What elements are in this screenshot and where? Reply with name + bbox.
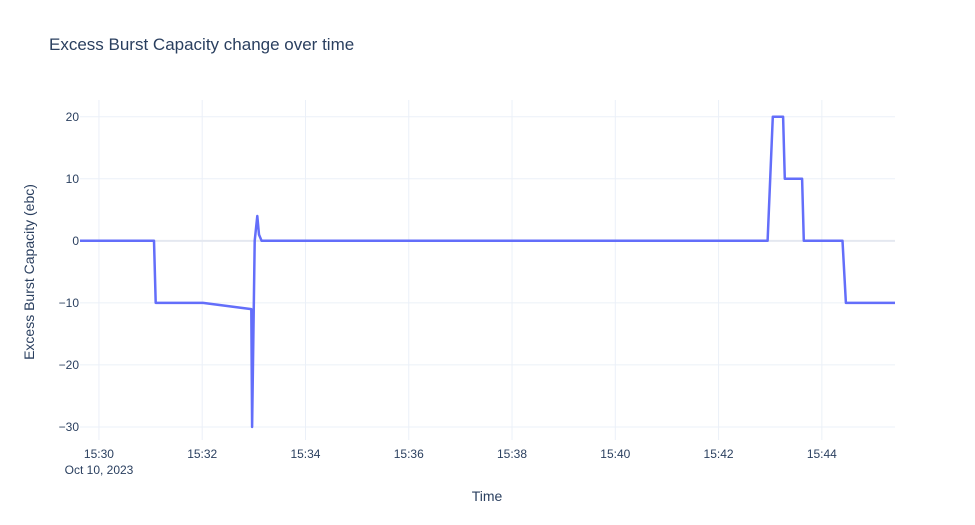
- grid: [80, 100, 895, 440]
- x-tick-label: 15:30: [84, 447, 114, 461]
- y-tick-label: −30: [59, 420, 80, 434]
- chart-title: Excess Burst Capacity change over time: [49, 35, 354, 54]
- x-date-label: Oct 10, 2023: [65, 463, 134, 477]
- x-tick-label: 15:34: [290, 447, 320, 461]
- y-tick-label: 10: [66, 172, 80, 186]
- y-tick-label: 0: [72, 234, 79, 248]
- x-tick-label: 15:44: [807, 447, 837, 461]
- x-axis-label: Time: [472, 488, 503, 504]
- ticks: 15:30 15:32 15:34 15:36 15:38 15:40 15:42 15:44…: [59, 110, 838, 461]
- y-axis-label: Excess Burst Capacity (ebc): [21, 184, 37, 360]
- x-tick-label: 15:36: [394, 447, 424, 461]
- y-tick-label: −20: [59, 358, 80, 372]
- x-tick-label: 15:42: [704, 447, 734, 461]
- x-tick-label: 15:32: [187, 447, 217, 461]
- y-tick-label: 20: [66, 110, 80, 124]
- y-tick-label: −10: [59, 296, 80, 310]
- series-line: [80, 115, 895, 429]
- x-tick-label: 15:40: [600, 447, 630, 461]
- x-tick-label: 15:38: [497, 447, 527, 461]
